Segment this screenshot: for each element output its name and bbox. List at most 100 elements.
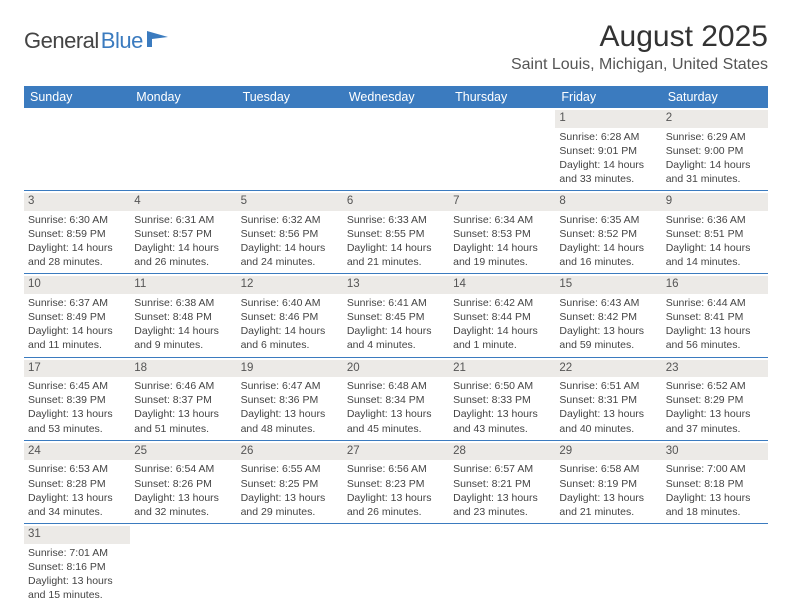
sunset-text: Sunset: 9:01 PM: [559, 144, 657, 158]
daylight-text: Daylight: 13 hours: [134, 407, 232, 421]
daylight-text: and 15 minutes.: [28, 588, 126, 602]
daylight-text: and 59 minutes.: [559, 338, 657, 352]
logo-text-general: General: [24, 28, 99, 54]
day-number: 29: [555, 443, 661, 461]
day-number: 23: [662, 360, 768, 378]
sunrise-text: Sunrise: 6:48 AM: [347, 379, 445, 393]
day-number: 17: [24, 360, 130, 378]
calendar-row: 17Sunrise: 6:45 AMSunset: 8:39 PMDayligh…: [24, 357, 768, 440]
calendar-row: 1Sunrise: 6:28 AMSunset: 9:01 PMDaylight…: [24, 108, 768, 191]
sunset-text: Sunset: 9:00 PM: [666, 144, 764, 158]
daylight-text: and 4 minutes.: [347, 338, 445, 352]
day-number: 26: [237, 443, 343, 461]
calendar-cell: 8Sunrise: 6:35 AMSunset: 8:52 PMDaylight…: [555, 191, 661, 274]
calendar-cell: 1Sunrise: 6:28 AMSunset: 9:01 PMDaylight…: [555, 108, 661, 191]
calendar-cell: 29Sunrise: 6:58 AMSunset: 8:19 PMDayligh…: [555, 440, 661, 523]
daylight-text: Daylight: 13 hours: [559, 491, 657, 505]
daylight-text: Daylight: 14 hours: [134, 324, 232, 338]
header: GeneralBlue August 2025 Saint Louis, Mic…: [24, 20, 768, 74]
daylight-text: Daylight: 13 hours: [666, 407, 764, 421]
day-number: 12: [237, 276, 343, 294]
calendar-cell: 11Sunrise: 6:38 AMSunset: 8:48 PMDayligh…: [130, 274, 236, 357]
sunrise-text: Sunrise: 6:55 AM: [241, 462, 339, 476]
day-number: 21: [449, 360, 555, 378]
sunset-text: Sunset: 8:53 PM: [453, 227, 551, 241]
sunrise-text: Sunrise: 6:46 AM: [134, 379, 232, 393]
sunset-text: Sunset: 8:23 PM: [347, 477, 445, 491]
sunset-text: Sunset: 8:31 PM: [559, 393, 657, 407]
sunrise-text: Sunrise: 6:51 AM: [559, 379, 657, 393]
day-number: 9: [662, 193, 768, 211]
calendar-cell: 31Sunrise: 7:01 AMSunset: 8:16 PMDayligh…: [24, 524, 130, 607]
calendar-cell: 3Sunrise: 6:30 AMSunset: 8:59 PMDaylight…: [24, 191, 130, 274]
daylight-text: Daylight: 13 hours: [28, 491, 126, 505]
calendar-head: SundayMondayTuesdayWednesdayThursdayFrid…: [24, 86, 768, 108]
sunset-text: Sunset: 8:29 PM: [666, 393, 764, 407]
day-header: Monday: [130, 86, 236, 108]
location: Saint Louis, Michigan, United States: [511, 56, 768, 74]
calendar-cell: 30Sunrise: 7:00 AMSunset: 8:18 PMDayligh…: [662, 440, 768, 523]
sunrise-text: Sunrise: 6:31 AM: [134, 213, 232, 227]
calendar-cell: [24, 108, 130, 191]
sunrise-text: Sunrise: 6:57 AM: [453, 462, 551, 476]
daylight-text: and 48 minutes.: [241, 422, 339, 436]
sunrise-text: Sunrise: 6:47 AM: [241, 379, 339, 393]
sunset-text: Sunset: 8:33 PM: [453, 393, 551, 407]
daylight-text: and 6 minutes.: [241, 338, 339, 352]
sunrise-text: Sunrise: 6:52 AM: [666, 379, 764, 393]
sunrise-text: Sunrise: 7:00 AM: [666, 462, 764, 476]
calendar-row: 3Sunrise: 6:30 AMSunset: 8:59 PMDaylight…: [24, 191, 768, 274]
sunrise-text: Sunrise: 6:38 AM: [134, 296, 232, 310]
sunset-text: Sunset: 8:25 PM: [241, 477, 339, 491]
sunset-text: Sunset: 8:49 PM: [28, 310, 126, 324]
daylight-text: Daylight: 13 hours: [347, 491, 445, 505]
day-number: 25: [130, 443, 236, 461]
sunset-text: Sunset: 8:39 PM: [28, 393, 126, 407]
calendar-cell: 13Sunrise: 6:41 AMSunset: 8:45 PMDayligh…: [343, 274, 449, 357]
daylight-text: and 11 minutes.: [28, 338, 126, 352]
sunset-text: Sunset: 8:28 PM: [28, 477, 126, 491]
daylight-text: Daylight: 13 hours: [28, 407, 126, 421]
calendar-cell: 10Sunrise: 6:37 AMSunset: 8:49 PMDayligh…: [24, 274, 130, 357]
day-number: 18: [130, 360, 236, 378]
day-number: 16: [662, 276, 768, 294]
daylight-text: Daylight: 13 hours: [559, 407, 657, 421]
daylight-text: Daylight: 14 hours: [347, 324, 445, 338]
sunset-text: Sunset: 8:59 PM: [28, 227, 126, 241]
logo: GeneralBlue: [24, 28, 172, 54]
day-header: Thursday: [449, 86, 555, 108]
calendar-cell: [662, 524, 768, 607]
daylight-text: Daylight: 14 hours: [28, 241, 126, 255]
calendar-cell: 4Sunrise: 6:31 AMSunset: 8:57 PMDaylight…: [130, 191, 236, 274]
daylight-text: and 37 minutes.: [666, 422, 764, 436]
calendar-cell: 27Sunrise: 6:56 AMSunset: 8:23 PMDayligh…: [343, 440, 449, 523]
calendar-cell: [343, 524, 449, 607]
daylight-text: and 51 minutes.: [134, 422, 232, 436]
daylight-text: and 43 minutes.: [453, 422, 551, 436]
sunrise-text: Sunrise: 6:32 AM: [241, 213, 339, 227]
daylight-text: and 23 minutes.: [453, 505, 551, 519]
sunrise-text: Sunrise: 7:01 AM: [28, 546, 126, 560]
sunset-text: Sunset: 8:48 PM: [134, 310, 232, 324]
day-number: 27: [343, 443, 449, 461]
day-number: 3: [24, 193, 130, 211]
sunset-text: Sunset: 8:44 PM: [453, 310, 551, 324]
sunrise-text: Sunrise: 6:54 AM: [134, 462, 232, 476]
calendar-cell: 16Sunrise: 6:44 AMSunset: 8:41 PMDayligh…: [662, 274, 768, 357]
title-block: August 2025 Saint Louis, Michigan, Unite…: [511, 20, 768, 74]
sunset-text: Sunset: 8:52 PM: [559, 227, 657, 241]
calendar-row: 24Sunrise: 6:53 AMSunset: 8:28 PMDayligh…: [24, 440, 768, 523]
calendar-cell: 28Sunrise: 6:57 AMSunset: 8:21 PMDayligh…: [449, 440, 555, 523]
calendar-cell: [449, 108, 555, 191]
day-header-row: SundayMondayTuesdayWednesdayThursdayFrid…: [24, 86, 768, 108]
sunset-text: Sunset: 8:34 PM: [347, 393, 445, 407]
daylight-text: and 9 minutes.: [134, 338, 232, 352]
daylight-text: and 45 minutes.: [347, 422, 445, 436]
daylight-text: and 19 minutes.: [453, 255, 551, 269]
calendar-cell: 18Sunrise: 6:46 AMSunset: 8:37 PMDayligh…: [130, 357, 236, 440]
calendar-cell: 25Sunrise: 6:54 AMSunset: 8:26 PMDayligh…: [130, 440, 236, 523]
sunrise-text: Sunrise: 6:29 AM: [666, 130, 764, 144]
sunset-text: Sunset: 8:45 PM: [347, 310, 445, 324]
day-header: Saturday: [662, 86, 768, 108]
daylight-text: Daylight: 13 hours: [453, 491, 551, 505]
